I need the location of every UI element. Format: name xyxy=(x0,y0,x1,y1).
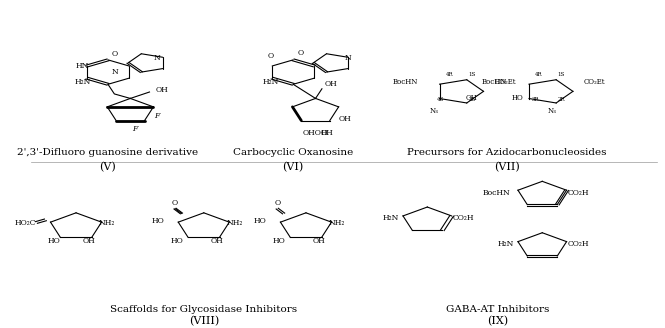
Text: N: N xyxy=(344,54,351,62)
Text: BocHN: BocHN xyxy=(483,189,510,196)
Text: CO₂H: CO₂H xyxy=(568,240,589,248)
Text: 4R: 4R xyxy=(446,72,454,77)
Text: OH: OH xyxy=(313,237,325,245)
Text: BocHN: BocHN xyxy=(481,78,507,86)
Text: OH: OH xyxy=(325,80,338,88)
Text: O: O xyxy=(268,52,274,60)
Text: 2R: 2R xyxy=(558,97,565,102)
Text: HO: HO xyxy=(47,237,60,245)
Text: OH: OH xyxy=(465,94,477,102)
Text: 4R: 4R xyxy=(535,72,543,77)
Text: Scaffolds for Glycosidase Inhibitors: Scaffolds for Glycosidase Inhibitors xyxy=(110,305,297,314)
Text: CO₂H: CO₂H xyxy=(568,189,589,196)
Text: N: N xyxy=(112,68,118,76)
Text: OHOH: OHOH xyxy=(303,129,329,137)
Text: H₂N: H₂N xyxy=(382,214,398,222)
Text: HO: HO xyxy=(253,217,267,225)
Text: H₂N: H₂N xyxy=(74,78,90,86)
Text: H₂N: H₂N xyxy=(263,78,279,86)
Text: OH: OH xyxy=(338,115,351,123)
Text: F: F xyxy=(132,125,138,133)
Text: O: O xyxy=(172,199,178,207)
Text: O: O xyxy=(297,49,303,56)
Text: CO₂H: CO₂H xyxy=(453,214,474,222)
Text: O: O xyxy=(274,199,280,207)
Text: Precursors for Azidocarbonucleosides: Precursors for Azidocarbonucleosides xyxy=(408,148,607,157)
Text: OH: OH xyxy=(82,237,95,245)
Text: F: F xyxy=(154,112,159,120)
Text: OH: OH xyxy=(156,86,169,94)
Text: HN: HN xyxy=(76,62,89,70)
Text: HO₂C: HO₂C xyxy=(15,219,37,227)
Text: 1S: 1S xyxy=(558,72,565,77)
Text: 1S: 1S xyxy=(468,72,475,77)
Text: 3R: 3R xyxy=(532,97,540,102)
Text: 2S: 2S xyxy=(468,97,475,102)
Text: CO₂Et: CO₂Et xyxy=(494,78,516,86)
Text: BocHN: BocHN xyxy=(392,78,418,86)
Text: CO₂Et: CO₂Et xyxy=(584,78,605,86)
Text: (VI): (VI) xyxy=(283,162,304,172)
Text: HO: HO xyxy=(273,237,285,245)
Text: OH: OH xyxy=(321,129,333,136)
Text: (IX): (IX) xyxy=(487,316,508,326)
Text: HO: HO xyxy=(152,217,164,225)
Text: N: N xyxy=(154,54,160,62)
Text: N₃: N₃ xyxy=(429,108,438,115)
Text: HO: HO xyxy=(511,94,523,102)
Text: 4S: 4S xyxy=(436,97,444,102)
Text: H₂N: H₂N xyxy=(497,240,513,248)
Text: NH₂: NH₂ xyxy=(226,219,243,227)
Text: OH: OH xyxy=(210,237,223,245)
Text: HO: HO xyxy=(171,237,184,245)
Text: 2',3'-Difluoro guanosine derivative: 2',3'-Difluoro guanosine derivative xyxy=(17,148,199,157)
Text: (VIII): (VIII) xyxy=(189,316,219,326)
Text: (VII): (VII) xyxy=(494,162,520,172)
Text: (V): (V) xyxy=(100,162,116,172)
Text: GABA-AT Inhibitors: GABA-AT Inhibitors xyxy=(446,305,549,314)
Text: Carbocyclic Oxanosine: Carbocyclic Oxanosine xyxy=(233,148,353,157)
Text: NH₂: NH₂ xyxy=(329,219,344,227)
Text: O: O xyxy=(111,50,118,58)
Text: N₃: N₃ xyxy=(547,108,557,115)
Text: NH₂: NH₂ xyxy=(98,219,115,227)
